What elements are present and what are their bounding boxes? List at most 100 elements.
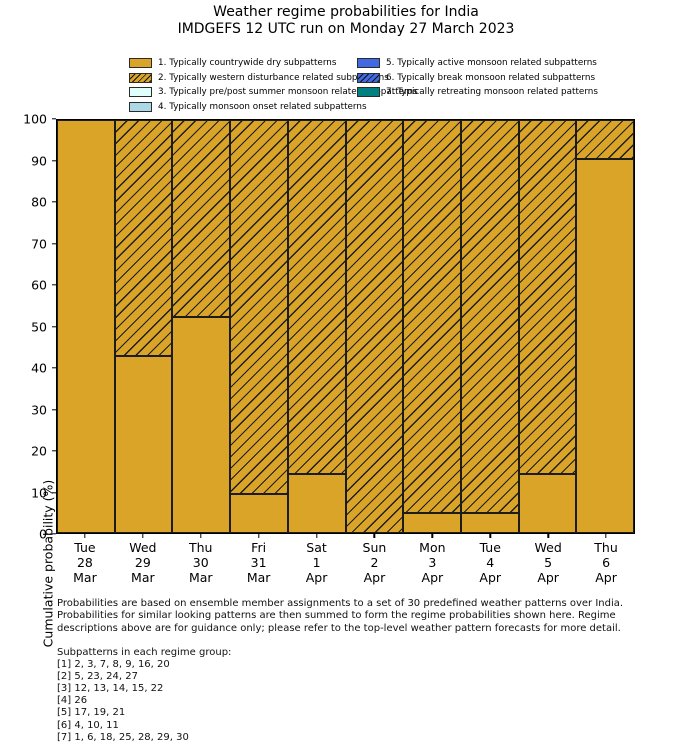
y-tick-mark bbox=[52, 159, 56, 162]
subpatterns-heading: Subpatterns in each regime group: bbox=[57, 647, 232, 658]
y-tick-mark bbox=[52, 118, 56, 120]
x-tick-mark bbox=[200, 534, 202, 538]
bar-segment-solid bbox=[576, 159, 635, 533]
x-tick-label: Wed 5 Apr bbox=[519, 540, 577, 585]
legend-column: 5. Typically active monsoon related subp… bbox=[357, 56, 598, 100]
y-tick-label: 40 bbox=[31, 360, 47, 376]
bar-segment-hatched bbox=[518, 120, 577, 474]
legend-item-label: 2. Typically western disturbance related… bbox=[158, 72, 389, 83]
y-tick-label: 80 bbox=[31, 194, 47, 210]
x-tick-label-line: Apr bbox=[479, 570, 502, 585]
legend-item-label: 4. Typically monsoon onset related subpa… bbox=[158, 102, 367, 113]
legend-item: 5. Typically active monsoon related subp… bbox=[357, 56, 598, 71]
bar bbox=[518, 120, 577, 533]
subpattern-group: [5] 17, 19, 21 bbox=[57, 707, 126, 719]
footnote-line: Probabilities for similar looking patter… bbox=[57, 610, 616, 622]
subpattern-group: [4] 26 bbox=[57, 695, 88, 707]
x-tick-label-line: 6 bbox=[602, 555, 611, 570]
x-tick-label-line: 28 bbox=[76, 555, 93, 570]
x-tick-label-line: 30 bbox=[192, 555, 209, 570]
x-tick-mark bbox=[547, 534, 549, 538]
legend-item: 7. Typically retreating monsoon related … bbox=[357, 85, 598, 100]
x-tick-label-line: Apr bbox=[421, 570, 444, 585]
x-tick-label-line: 29 bbox=[134, 555, 151, 570]
bar bbox=[403, 120, 461, 533]
bar-segment-solid bbox=[230, 493, 288, 533]
x-tick-mark bbox=[257, 534, 260, 538]
bar-segment-solid bbox=[172, 316, 231, 533]
x-tick-label: Thu 30 Mar bbox=[172, 540, 230, 585]
x-tick-label-line: Mar bbox=[246, 570, 271, 585]
plot-area: Tue 28 Mar Wed 29 Mar Thu 30 Mar Fri 31 Mar Sat 1 Apr S… bbox=[23, 112, 635, 585]
bar-segment-solid bbox=[287, 473, 346, 533]
bar-segment-hatched bbox=[172, 120, 231, 317]
x-tick-label-line: Thu bbox=[594, 540, 618, 555]
x-tick-label-line: Thu bbox=[189, 540, 213, 555]
y-tick-mark bbox=[52, 367, 56, 369]
x-tick-label-line: Mar bbox=[188, 570, 213, 585]
x-tick-label: Sun 2 Apr bbox=[346, 540, 404, 585]
legend-swatch-icon bbox=[129, 87, 152, 98]
bar-segment-solid bbox=[114, 355, 173, 533]
x-tick-label-line: Sun bbox=[362, 540, 387, 555]
bars-container bbox=[56, 119, 635, 534]
x-tick-mark bbox=[84, 534, 86, 538]
bar bbox=[460, 120, 519, 533]
x-tick-label-line: 1 bbox=[312, 555, 321, 570]
bar-segment-hatched bbox=[403, 120, 461, 514]
x-tick-label-line: Mar bbox=[131, 570, 155, 585]
y-tick-label: 90 bbox=[31, 153, 47, 168]
y-tick-label: 30 bbox=[31, 402, 47, 417]
subpatterns-list: Subpatterns in each regime group: [1] 2,… bbox=[57, 647, 231, 744]
y-tick-mark bbox=[52, 201, 56, 203]
footnote-line: descriptions above are for guidance only… bbox=[57, 622, 621, 634]
legend-swatch-icon bbox=[129, 102, 152, 113]
subpattern-group: [2] 5, 23, 24, 27 bbox=[57, 671, 138, 683]
y-tick-label: 100 bbox=[23, 111, 47, 127]
bar bbox=[172, 120, 231, 533]
legend-item: 3. Typically pre/post summer monsoon rel… bbox=[129, 85, 418, 100]
x-tick-label-line: 3 bbox=[428, 555, 437, 570]
x-tick-label: Tue 4 Apr bbox=[461, 540, 519, 585]
y-tick-label: 20 bbox=[31, 443, 47, 459]
x-tick-label: Sat 1 Apr bbox=[288, 540, 346, 585]
x-tick-label-line: Mar bbox=[73, 570, 97, 585]
x-tick-label-line: Sat bbox=[306, 540, 327, 555]
legend-item-label: 3. Typically pre/post summer monsoon rel… bbox=[158, 87, 418, 98]
x-tick-label: Tue 28 Mar bbox=[56, 540, 114, 585]
legend-item-label: 6. Typically break monsoon related subpa… bbox=[386, 72, 596, 83]
y-axis-label: Cumulative probability (%) bbox=[40, 479, 56, 648]
bar bbox=[345, 120, 404, 533]
bar-segment-hatched bbox=[460, 120, 519, 514]
x-tick-mark bbox=[142, 534, 144, 538]
bar bbox=[576, 120, 635, 533]
y-tick-mark bbox=[52, 408, 56, 411]
x-tick-mark bbox=[431, 534, 434, 538]
bar-segment-hatched bbox=[576, 120, 635, 160]
x-tick-label: Wed 29 Mar bbox=[114, 540, 172, 585]
x-tick-label-line: Tue bbox=[479, 540, 501, 555]
legend-item: 6. Typically break monsoon related subpa… bbox=[357, 71, 598, 86]
y-tick-label: 60 bbox=[31, 277, 47, 293]
legend-swatch-icon bbox=[129, 58, 152, 69]
legend-item-label: 5. Typically active monsoon related subp… bbox=[386, 58, 597, 69]
subpattern-group: [3] 12, 13, 14, 15, 22 bbox=[57, 683, 164, 695]
x-tick-label-line: 2 bbox=[370, 555, 379, 570]
legend-column: 1. Typically countrywide dry subpatterns… bbox=[129, 56, 418, 114]
y-tick-mark bbox=[52, 533, 56, 535]
subpattern-group: [1] 2, 3, 7, 8, 9, 16, 20 bbox=[57, 659, 170, 671]
x-tick-label-line: 31 bbox=[250, 555, 267, 570]
x-tick-label-line: Fri bbox=[251, 540, 267, 555]
bar-segment-solid bbox=[57, 120, 115, 533]
subpattern-group: [7] 1, 6, 18, 25, 28, 29, 30 bbox=[57, 731, 189, 743]
bar bbox=[57, 120, 115, 533]
legend-item-label: 1. Typically countrywide dry subpatterns bbox=[158, 58, 337, 69]
bar-segment-hatched bbox=[287, 120, 346, 474]
bar bbox=[287, 120, 346, 533]
y-tick-label: 10 bbox=[31, 485, 47, 500]
x-tick-label-line: 5 bbox=[544, 555, 553, 570]
bar-segment-hatched bbox=[114, 120, 173, 356]
x-tick-label-line: Apr bbox=[305, 570, 328, 585]
x-tick-label-line: Wed bbox=[129, 540, 157, 555]
legend-swatch-icon bbox=[357, 58, 380, 69]
